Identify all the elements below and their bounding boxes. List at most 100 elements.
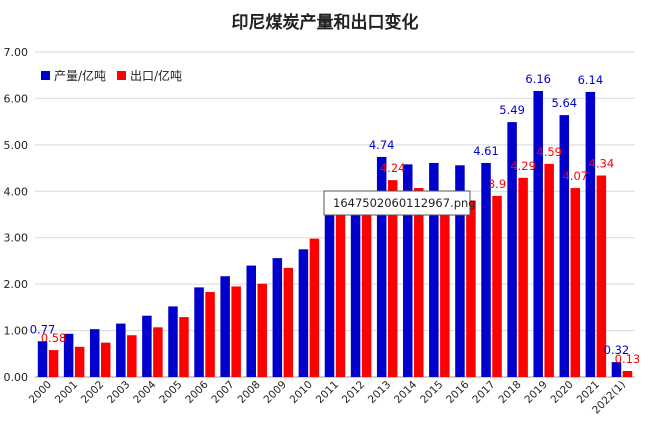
bar-production-2012 — [350, 197, 361, 377]
bar-export-2007 — [231, 286, 241, 377]
x-tick-label: 2013 — [366, 379, 393, 406]
bar-export-2021 — [596, 175, 607, 377]
legend-label-production: 产量/亿吨 — [54, 68, 106, 83]
y-tick-label: 7.00 — [4, 46, 29, 59]
data-label-export-2021: 4.34 — [589, 157, 615, 171]
data-label-production-2021: 6.14 — [578, 73, 604, 87]
bar-production-2010 — [298, 249, 309, 377]
x-tick-label: 2008 — [235, 379, 262, 406]
bar-export-2010 — [309, 238, 320, 377]
x-tick-label: 2020 — [549, 379, 576, 406]
x-tick-label: 2001 — [53, 379, 80, 406]
data-label-production-2020: 5.64 — [551, 96, 577, 110]
data-label-production-2000: 0.77 — [30, 322, 56, 336]
bar-production-2005 — [168, 306, 178, 377]
x-tick-label: 2015 — [418, 379, 445, 406]
data-label-export-2022(1): 0.13 — [615, 352, 641, 366]
bar-production-2001 — [63, 333, 74, 377]
bar-production-2003 — [116, 323, 126, 377]
x-tick-label: 2004 — [131, 378, 159, 406]
bar-production-2022(1) — [611, 362, 622, 377]
bar-export-2014 — [414, 188, 424, 377]
bar-production-2008 — [246, 265, 256, 377]
bar-production-2013 — [376, 156, 387, 377]
y-axis-ticks: 0.00 1.00 2.00 3.00 4.00 5.00 6.00 7.00 — [4, 46, 29, 384]
bar-export-2015 — [440, 195, 450, 377]
x-tick-label: 2018 — [496, 379, 523, 406]
filename-tooltip: 1647502060112967.png — [323, 190, 476, 216]
bar-production-2016 — [455, 165, 465, 377]
bar-export-2022(1) — [622, 370, 633, 377]
bar-export-2006 — [205, 292, 215, 377]
legend-label-export: 出口/亿吨 — [130, 68, 182, 83]
bar-production-2021 — [585, 91, 596, 377]
x-tick-label: 2006 — [183, 378, 211, 406]
bar-production-2009 — [272, 258, 283, 377]
bar-export-2009 — [283, 267, 294, 377]
y-tick-label: 0.00 — [4, 371, 29, 384]
bar-export-2020 — [570, 188, 581, 377]
bar-production-2015 — [429, 162, 439, 377]
data-labels: 0.770.58 4.74 4.24 4.61 3.9 5.49 4.29 6.16 4.59 5… — [30, 72, 641, 366]
x-tick-label: 2010 — [288, 379, 315, 406]
data-label-export-2020: 4.07 — [562, 169, 588, 183]
bar-export-2016 — [466, 200, 476, 377]
bar-production-2011 — [324, 213, 335, 377]
x-tick-label: 2011 — [314, 379, 341, 406]
bar-export-2017 — [492, 195, 502, 377]
data-label-production-2013: 4.74 — [369, 138, 395, 152]
bar-export-2003 — [127, 335, 137, 377]
data-label-production-2019: 6.16 — [525, 72, 551, 86]
bar-production-2020 — [559, 115, 570, 378]
data-label-production-2018: 5.49 — [499, 103, 525, 117]
y-tick-label: 3.00 — [4, 232, 29, 245]
bars — [37, 91, 633, 378]
x-tick-label: 2016 — [444, 378, 472, 406]
bar-export-2005 — [179, 317, 189, 377]
x-tick-label: 2017 — [470, 379, 497, 406]
tooltip-text: 1647502060112967.png — [333, 196, 476, 210]
bar-production-2019 — [533, 91, 543, 377]
bar-production-2017 — [481, 162, 491, 377]
data-label-production-2017: 4.61 — [473, 144, 499, 158]
bar-production-2004 — [142, 315, 152, 377]
legend: 产量/亿吨 出口/亿吨 — [41, 68, 182, 83]
y-tick-label: 6.00 — [4, 92, 29, 105]
bar-production-2018 — [507, 122, 517, 377]
bar-production-2002 — [89, 329, 100, 377]
x-tick-label: 2000 — [27, 379, 54, 406]
bar-export-2000 — [48, 350, 59, 377]
legend-swatch-export — [117, 71, 126, 80]
x-tick-label: 2007 — [209, 379, 236, 406]
y-tick-label: 2.00 — [4, 278, 29, 291]
x-tick-label: 2009 — [262, 379, 289, 406]
x-tick-label: 2019 — [522, 379, 549, 406]
bar-production-2000 — [37, 341, 48, 377]
bar-export-2013 — [387, 180, 398, 377]
bar-export-2019 — [544, 163, 554, 377]
bar-export-2018 — [518, 177, 528, 377]
y-tick-label: 1.00 — [4, 325, 29, 338]
chart-title: 印尼煤炭产量和出口变化 — [232, 12, 419, 33]
bar-production-2007 — [220, 276, 230, 377]
data-label-export-2017: 3.9 — [488, 177, 506, 191]
bar-export-2001 — [74, 346, 85, 377]
bar-export-2011 — [335, 210, 346, 377]
data-label-export-2019: 4.59 — [536, 145, 562, 159]
x-tick-label: 2002 — [79, 379, 106, 406]
bar-export-2002 — [100, 342, 111, 377]
x-tick-label: 2012 — [340, 379, 367, 406]
data-label-export-2018: 4.29 — [510, 159, 536, 173]
x-tick-label: 2005 — [157, 379, 184, 406]
legend-swatch-production — [41, 71, 50, 80]
data-label-export-2013: 4.24 — [380, 161, 406, 175]
bar-export-2008 — [257, 283, 267, 377]
data-label-export-2000: 0.58 — [41, 331, 67, 345]
bar-export-2012 — [361, 199, 372, 377]
y-tick-label: 5.00 — [4, 139, 29, 152]
data-label-production-2022(1): 0.32 — [604, 343, 630, 357]
bar-production-2014 — [403, 164, 413, 377]
bar-export-2004 — [153, 327, 163, 377]
bar-production-2006 — [194, 287, 204, 377]
tooltip-box — [323, 190, 471, 216]
